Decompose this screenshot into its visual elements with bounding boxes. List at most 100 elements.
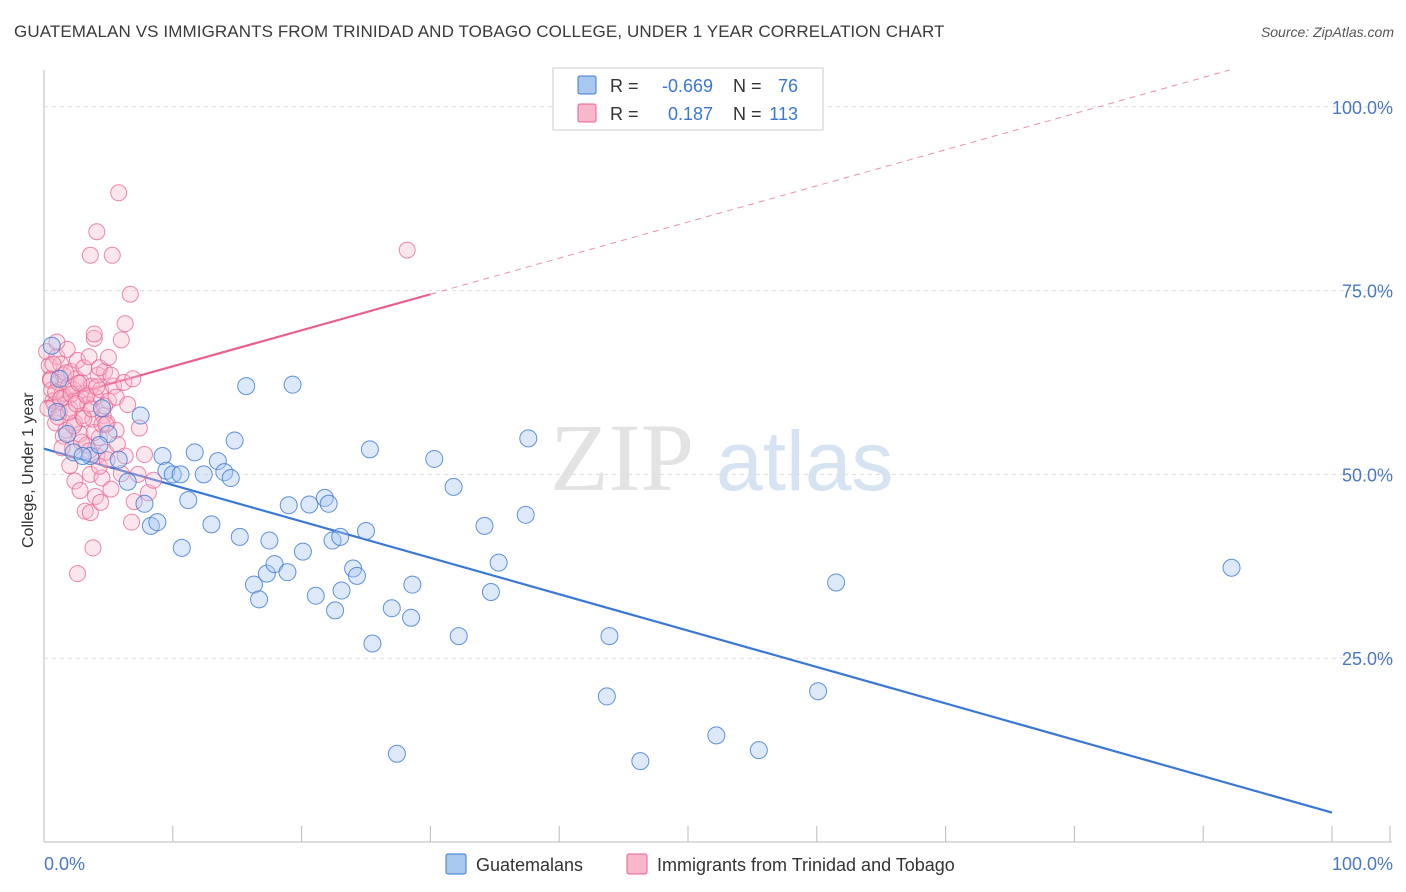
scatter-point-guatemalans — [403, 575, 422, 594]
scatter-point-guatemalans — [449, 627, 468, 646]
scatter-point-guatemalans — [92, 399, 111, 418]
trend-line-trinidad — [43, 293, 431, 404]
scatter-point-guatemalans — [475, 516, 494, 535]
scatter-point-trinidad — [88, 378, 106, 396]
scatter-point-trinidad — [103, 246, 121, 264]
y-tick-label: 75.0% — [1342, 282, 1393, 302]
scatter-point-trinidad — [139, 484, 157, 502]
trend-line-trinidad-extension — [430, 69, 1230, 295]
scatter-point-trinidad — [85, 325, 103, 343]
trend-line-guatemalans — [43, 447, 1333, 814]
scatter-point-guatemalans — [131, 406, 150, 425]
stats-legend-n-label-2: N = — [733, 104, 762, 124]
stats-legend-r-value-1: -0.669 — [662, 76, 713, 96]
bottom-legend: Guatemalans Immigrants from Trinidad and… — [445, 853, 955, 875]
scatter-point-guatemalans — [221, 469, 240, 488]
scatter-point-guatemalans — [357, 521, 375, 540]
scatter-point-trinidad — [105, 377, 123, 395]
scatter-point-guatemalans — [153, 447, 172, 465]
scatter-point-guatemalans — [148, 513, 167, 532]
stats-legend-n-value-1: 76 — [778, 76, 798, 96]
scatter-point-trinidad — [123, 513, 141, 531]
scatter-point-guatemalans — [118, 472, 137, 491]
scatter-point-guatemalans — [319, 494, 338, 513]
scatter-point-trinidad — [398, 241, 416, 259]
scatter-point-guatemalans — [283, 375, 302, 394]
y-axis-label: College, Under 1 year — [20, 392, 37, 548]
scatter-point-trinidad — [116, 315, 134, 333]
scatter-point-guatemalans — [331, 527, 350, 546]
stats-legend-frame — [552, 67, 824, 131]
x-ticks — [43, 826, 1391, 842]
scatter-point-guatemalans — [809, 682, 828, 701]
scatter-point-trinidad — [68, 565, 86, 583]
bottom-legend-swatch-trinidad — [626, 853, 648, 875]
bottom-legend-label-trinidad: Immigrants from Trinidad and Tobago — [657, 855, 955, 875]
scatter-point-guatemalans — [230, 527, 249, 546]
source-credit: Source: ZipAtlas.com — [1260, 24, 1394, 40]
scatter-point-guatemalans — [597, 687, 616, 706]
scatter-point-trinidad — [81, 504, 99, 522]
series-guatemalans-points — [42, 336, 1241, 771]
scatter-point-trinidad — [66, 472, 84, 490]
scatter-point-guatemalans — [360, 440, 379, 459]
scatter-point-guatemalans — [208, 452, 227, 471]
axes — [43, 70, 1392, 843]
stats-legend: R = -0.669 N = 76 R = 0.187 N = 113 — [552, 67, 824, 131]
scatter-point-guatemalans — [64, 443, 83, 462]
scatter-point-trinidad — [84, 539, 102, 557]
grid — [44, 106, 1392, 659]
scatter-point-trinidad — [85, 329, 103, 347]
scatter-point-guatemalans — [519, 429, 538, 448]
stats-legend-swatch-blue — [577, 75, 597, 95]
bottom-legend-label-guatemalans: Guatemalans — [476, 855, 583, 875]
watermark-zip: ZIP — [550, 404, 694, 511]
scatter-point-guatemalans — [225, 431, 244, 450]
y-tick-label: 50.0% — [1342, 465, 1393, 485]
scatter-point-trinidad — [81, 246, 99, 264]
scatter-point-guatemalans — [250, 590, 269, 609]
scatter-point-guatemalans — [516, 505, 535, 524]
scatter-point-guatemalans — [293, 542, 312, 561]
y-tick-labels: 25.0% 50.0% 75.0% 100.0% — [1332, 98, 1393, 669]
stats-legend-swatch-pink — [577, 103, 597, 123]
scatter-point-trinidad — [124, 370, 142, 388]
scatter-point-guatemalans — [42, 336, 61, 355]
scatter-point-trinidad — [110, 184, 128, 202]
scatter-point-guatemalans — [179, 491, 198, 510]
scatter-point-guatemalans — [202, 515, 221, 534]
scatter-point-guatemalans — [749, 741, 768, 760]
scatter-point-guatemalans — [260, 531, 279, 550]
x-tick-labels: 0.0% 100.0% — [44, 854, 1393, 874]
scatter-point-guatemalans — [279, 496, 298, 515]
scatter-point-guatemalans — [278, 563, 297, 582]
scatter-point-guatemalans — [444, 477, 463, 496]
scatter-point-trinidad — [70, 374, 88, 392]
scatter-point-guatemalans — [332, 581, 351, 600]
scatter-point-trinidad — [83, 400, 101, 418]
stats-legend-r-label-2: R = — [610, 104, 639, 124]
scatter-point-trinidad — [83, 377, 101, 395]
scatter-point-trinidad — [129, 465, 147, 483]
scatter-point-guatemalans — [600, 627, 619, 646]
scatter-point-guatemalans — [257, 564, 276, 583]
stats-legend-n-value-2: 113 — [769, 104, 798, 124]
scatter-point-guatemalans — [237, 377, 256, 396]
watermark-atlas: atlas — [716, 414, 893, 508]
watermark: ZIP atlas — [550, 404, 893, 511]
scatter-point-trinidad — [61, 457, 79, 475]
trend-lines — [43, 69, 1333, 814]
scatter-point-guatemalans — [387, 744, 406, 763]
chart-title: GUATEMALAN VS IMMIGRANTS FROM TRINIDAD A… — [14, 22, 945, 41]
scatter-point-guatemalans — [265, 555, 284, 574]
scatter-point-trinidad — [80, 348, 98, 366]
x-tick-label: 100.0% — [1332, 854, 1393, 874]
bottom-legend-swatch-guatemalans — [445, 853, 467, 875]
scatter-point-guatemalans — [382, 599, 401, 618]
scatter-point-guatemalans — [109, 450, 128, 469]
scatter-point-trinidad — [135, 446, 153, 464]
scatter-point-guatemalans — [1222, 558, 1241, 577]
scatter-point-trinidad — [44, 355, 62, 373]
x-tick-label: 0.0% — [44, 854, 85, 874]
scatter-point-guatemalans — [306, 586, 325, 605]
